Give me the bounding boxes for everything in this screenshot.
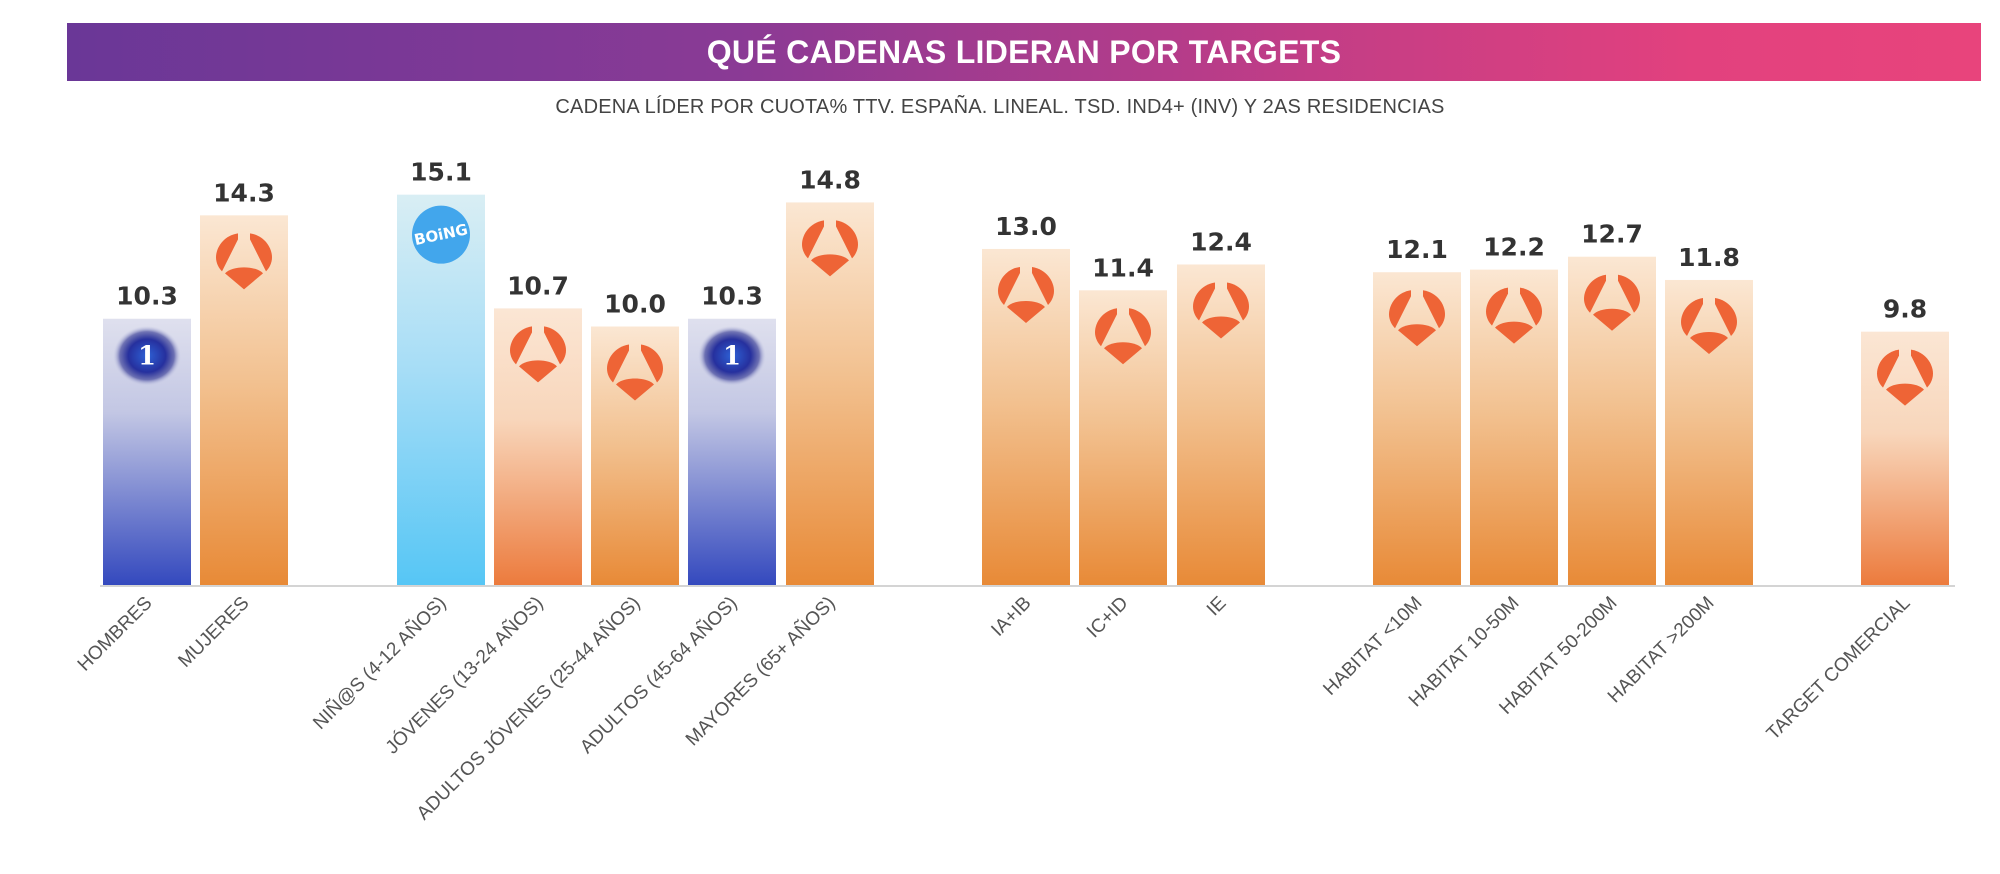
bar-ie — [1177, 264, 1265, 585]
value-label-habitat-10-50m: 12.2 — [1483, 233, 1545, 262]
x-tick-label-adultos-j-venes-25-44-a-os: ADULTOS JÓVENES (25-44 AÑOS) — [412, 592, 644, 824]
x-tick-label-ia-ib: IA+IB — [987, 593, 1035, 641]
x-tick-label-target-comercial: TARGET COMERCIAL — [1763, 593, 1915, 745]
value-label-ni-s-4-12-a-os: 15.1 — [410, 158, 472, 187]
value-label-ic-id: 11.4 — [1092, 253, 1154, 282]
la1-logo-text: 1 — [723, 342, 741, 372]
value-label-ie: 12.4 — [1190, 227, 1252, 256]
antena3-logo-icon — [1681, 297, 1737, 354]
bar-adultos-j-venes-25-44-a-os — [591, 326, 679, 585]
x-tick-label-adultos-45-64-a-os: ADULTOS (45-64 AÑOS) — [576, 592, 742, 758]
bar-habitat-10m — [1373, 272, 1461, 585]
antena3-logo-icon — [1877, 349, 1933, 406]
value-label-adultos-j-venes-25-44-a-os: 10.0 — [604, 290, 666, 319]
antena3-logo-icon — [510, 326, 566, 383]
antena3-logo-icon — [216, 233, 272, 290]
channel-logos-layer: 1 BOiNG 1 — [113, 205, 1933, 406]
bar-habitat-10-50m — [1470, 269, 1558, 585]
la1-logo-icon: 1 — [113, 325, 181, 386]
la1-logo-icon: 1 — [698, 325, 766, 386]
boing-logo-icon: BOiNG — [412, 205, 470, 264]
value-label-mayores-65-a-os: 14.8 — [799, 165, 861, 194]
x-tick-label-mujeres: MUJERES — [174, 593, 253, 672]
value-label-habitat-10m: 12.1 — [1386, 235, 1448, 264]
antena3-logo-icon — [802, 220, 858, 277]
antena3-logo-icon — [998, 266, 1054, 323]
value-label-habitat-50-200m: 12.7 — [1581, 220, 1643, 249]
antena3-logo-icon — [1389, 290, 1445, 347]
x-tick-label-hombres: HOMBRES — [74, 593, 157, 676]
chart-title: QUÉ CADENAS LIDERAN POR TARGETS — [706, 33, 1342, 70]
bar-ic-id — [1079, 290, 1167, 585]
bar-j-venes-13-24-a-os — [494, 308, 582, 585]
bar-ia-ib — [982, 248, 1070, 585]
chart-subtitle: CADENA LÍDER POR CUOTA% TTV. ESPAÑA. LIN… — [555, 96, 1445, 118]
value-label-adultos-45-64-a-os: 10.3 — [701, 282, 763, 311]
antena3-logo-icon — [1193, 282, 1249, 339]
value-label-hombres: 10.3 — [116, 282, 178, 311]
value-label-ia-ib: 13.0 — [995, 212, 1057, 241]
antena3-logo-icon — [1486, 287, 1542, 344]
bar-habitat-50-200m — [1568, 256, 1656, 585]
antena3-logo-icon — [1095, 308, 1151, 365]
la1-logo-text: 1 — [138, 342, 156, 372]
antena3-logo-icon — [1584, 274, 1640, 331]
x-tick-label-ie: IE — [1203, 593, 1231, 621]
value-label-j-venes-13-24-a-os: 10.7 — [507, 271, 569, 300]
bar-habitat-200m — [1665, 279, 1753, 585]
bars-layer — [103, 194, 1949, 586]
value-label-habitat-200m: 11.8 — [1678, 243, 1740, 272]
x-tick-label-habitat-200m: HABITAT >200M — [1604, 593, 1719, 708]
value-label-mujeres: 14.3 — [213, 178, 275, 207]
x-tick-label-ic-id: IC+ID — [1083, 593, 1133, 643]
x-tick-labels-layer: HOMBRES MUJERES NIÑ@S (4-12 AÑOS)JÓVENES (… — [74, 592, 1915, 824]
x-tick-label-habitat-10m: HABITAT <10M — [1319, 593, 1426, 700]
value-label-target-comercial: 9.8 — [1883, 295, 1927, 324]
antena3-logo-icon — [607, 344, 663, 401]
value-labels-layer: 10.3 14.3 15.1 10.7 10.0 10.3 14.8 13.0 11.4 12.4… — [116, 158, 1927, 324]
x-tick-label-j-venes-13-24-a-os: JÓVENES (13-24 AÑOS) — [381, 592, 547, 758]
bar-target-comercial — [1861, 331, 1949, 585]
title-banner: QUÉ CADENAS LIDERAN POR TARGETS — [67, 23, 1981, 81]
